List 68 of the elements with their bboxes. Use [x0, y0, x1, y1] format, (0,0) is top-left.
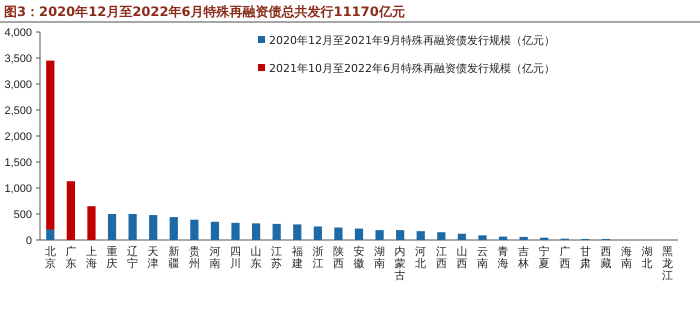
- x-tick-label: 甘肃: [580, 245, 591, 270]
- bar: [354, 228, 364, 240]
- bar: [478, 235, 487, 240]
- bar: [437, 232, 446, 240]
- x-tick-label: 广东: [65, 245, 76, 270]
- x-tick-label: 黑龙江: [662, 245, 674, 282]
- x-tick-label: 新疆: [168, 245, 180, 270]
- y-tick-label: 2,500: [4, 105, 32, 117]
- x-tick-label: 江苏: [271, 245, 282, 270]
- bar: [190, 220, 198, 240]
- x-tick-label: 河北: [415, 245, 426, 270]
- bar: [458, 234, 466, 240]
- x-tick-label: 海南: [621, 245, 632, 270]
- y-tick-label: 0: [26, 235, 32, 247]
- bar: [66, 181, 75, 240]
- bar: [149, 215, 158, 240]
- legend-label: 2020年12月至2021年9月特殊再融资债发行规模（亿元）: [269, 34, 555, 47]
- x-tick-label: 天津: [148, 245, 159, 270]
- y-tick-label: 3,000: [4, 79, 32, 91]
- x-tick-label: 福建: [290, 245, 303, 270]
- x-tick-label: 吉林: [517, 245, 530, 270]
- x-tick-label: 湖北: [642, 245, 653, 270]
- x-tick-label: 陕西: [332, 245, 344, 270]
- bar: [231, 222, 240, 240]
- bar: [170, 217, 178, 240]
- bar: [128, 214, 137, 240]
- bar: [498, 236, 508, 240]
- bar: [87, 206, 96, 240]
- x-tick-label: 广西: [559, 245, 570, 270]
- x-tick-label: 河南: [209, 245, 220, 270]
- bar: [375, 230, 384, 240]
- x-tick-label: 宁夏: [538, 245, 550, 270]
- x-tick-label: 辽宁: [127, 245, 138, 270]
- x-tick-label: 北京: [44, 245, 56, 270]
- x-tick-label: 四川: [230, 245, 242, 270]
- x-tick-label: 浙江: [312, 245, 324, 270]
- x-tick-label: 重庆: [106, 245, 118, 270]
- x-tick-label: 云南: [476, 245, 488, 270]
- bar: [416, 231, 425, 240]
- x-tick-label: 湖南: [374, 245, 386, 270]
- x-tick-label: 上海: [86, 245, 97, 270]
- x-tick-label: 西藏: [600, 245, 612, 270]
- x-tick-label: 青海: [498, 245, 509, 270]
- bar: [108, 214, 116, 240]
- x-tick-label: 山东: [250, 245, 262, 270]
- x-tick-label: 贵州: [188, 245, 200, 270]
- bar: [252, 223, 260, 240]
- y-tick-label: 1,500: [4, 157, 32, 169]
- x-tick-label: 山西: [456, 245, 468, 270]
- y-tick-label: 4,000: [4, 27, 32, 39]
- legend-label: 2021年10月至2022年6月特殊再融资债发行规模（亿元）: [269, 62, 555, 75]
- bar: [314, 226, 322, 240]
- bar: [396, 230, 404, 240]
- y-tick-label: 500: [14, 209, 32, 221]
- bar: [46, 230, 54, 240]
- bar: [46, 60, 54, 230]
- x-tick-label: 安徽: [354, 245, 364, 270]
- bar: [520, 236, 528, 240]
- bar: [272, 224, 281, 240]
- bar: [293, 224, 302, 240]
- bar: [210, 222, 220, 240]
- x-tick-label: 江西: [436, 245, 447, 270]
- bar: [334, 228, 343, 240]
- y-tick-label: 3,500: [4, 53, 32, 65]
- chart-title: 图3：2020年12月至2022年6月特殊再融资债总共发行11170亿元: [4, 4, 405, 20]
- x-tick-label: 内蒙古: [394, 245, 406, 282]
- y-tick-label: 1,000: [4, 183, 32, 195]
- y-tick-label: 2,000: [4, 131, 32, 143]
